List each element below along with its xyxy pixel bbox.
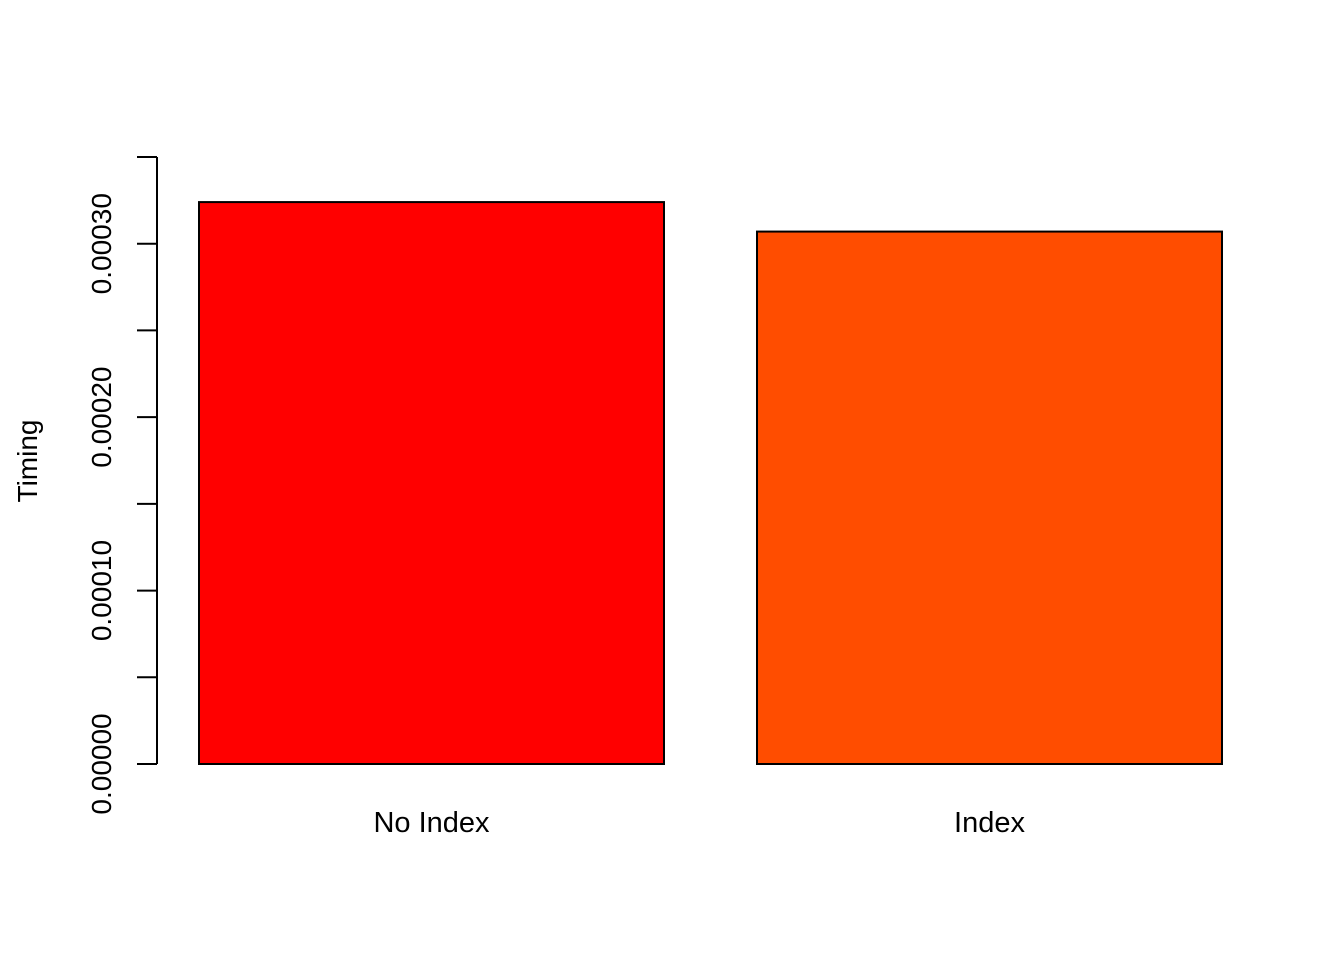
category-label: Index [954,807,1025,839]
bars [198,201,1223,765]
y-tick-label: 0.00010 [86,540,117,641]
y-tick-label: 0.00000 [86,713,117,814]
y-axis-label: Timing [12,420,43,503]
y-tick-label: 0.00020 [86,367,117,468]
bar-index [756,230,1223,765]
bar-no-index [198,201,665,765]
category-label: No Index [373,807,490,839]
category-labels: No Index Index [373,807,1025,839]
y-tick-label: 0.00030 [86,193,117,294]
y-axis: 0.00000 0.00010 0.00020 0.00030 [86,156,158,815]
